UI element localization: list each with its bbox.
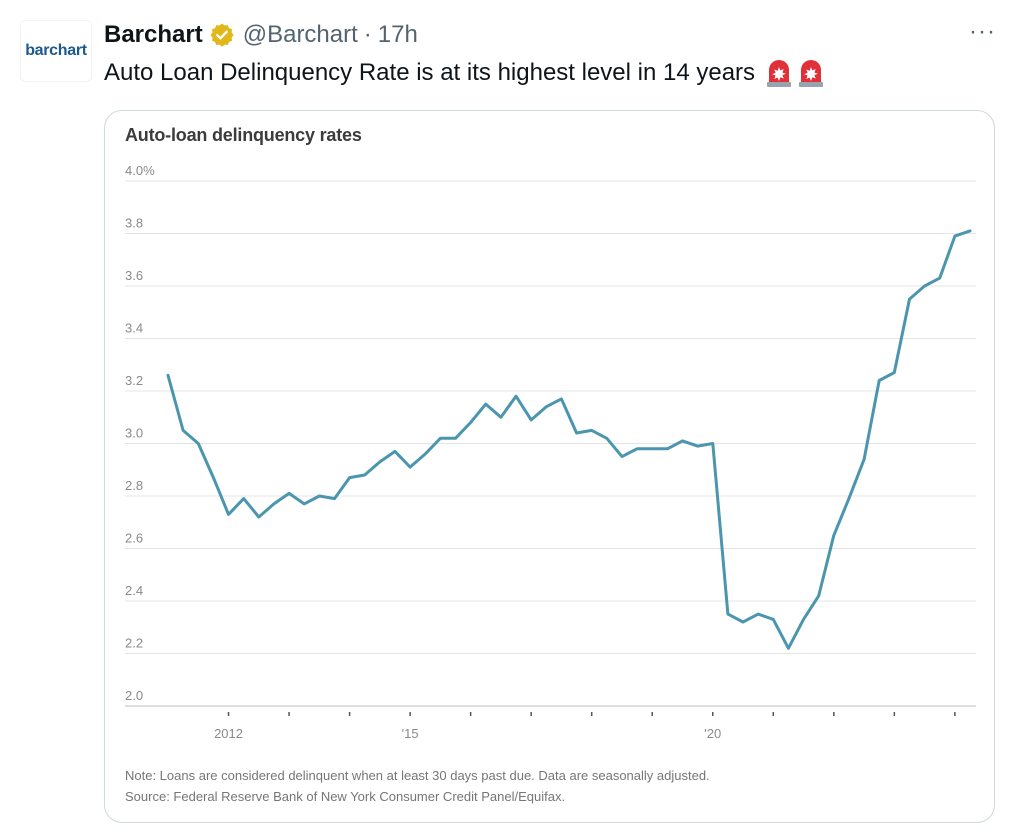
avatar[interactable]: barchart [20, 20, 92, 82]
tweet-header: Barchart @Barchart · 17h [104, 18, 418, 52]
x-tick-label: 2012 [214, 726, 243, 741]
y-tick-label: 4.0% [125, 163, 155, 178]
y-tick-label: 3.0 [125, 426, 143, 441]
y-tick-label: 3.4 [125, 321, 143, 336]
chart-footnote: Note: Loans are considered delinquent wh… [125, 765, 710, 807]
chart-title: Auto-loan delinquency rates [125, 125, 362, 145]
tweet-text-content: Auto Loan Delinquency Rate is at its hig… [104, 59, 756, 86]
chart-note: Note: Loans are considered delinquent wh… [125, 768, 710, 783]
separator-dot: · [363, 21, 372, 48]
y-tick-label: 2.8 [125, 478, 143, 493]
y-tick-label: 3.2 [125, 373, 143, 388]
y-tick-label: 2.2 [125, 636, 143, 651]
chart-source: Source: Federal Reserve Bank of New York… [125, 789, 566, 804]
y-tick-label: 2.0 [125, 688, 143, 703]
timestamp[interactable]: 17h [377, 21, 418, 48]
x-tick-label: '15 [402, 726, 419, 741]
y-tick-label: 3.6 [125, 268, 143, 283]
police-car-light-icon [797, 58, 825, 88]
user-handle[interactable]: @Barchart [242, 21, 358, 48]
line-chart: 4.0% 3.8 3.6 3.4 3.2 3.0 2.8 2.6 2.4 2.2 2.0 2012 '… [125, 163, 976, 741]
police-car-light-icon [765, 58, 793, 88]
verified-badge-icon [209, 22, 235, 48]
series-line [166, 229, 972, 650]
x-tick-label: '20 [704, 726, 721, 741]
media-card[interactable]: Auto-loan delinquency rates 4.0% 3.8 3.6 3.… [104, 110, 995, 823]
tweet-text: Auto Loan Delinquency Rate is at its hig… [104, 56, 825, 90]
more-options-icon[interactable]: ··· [969, 18, 996, 45]
avatar-logo-text: barchart [25, 42, 87, 59]
y-tick-label: 2.6 [125, 531, 143, 546]
y-tick-label: 3.8 [125, 216, 143, 231]
display-name[interactable]: Barchart [104, 21, 203, 48]
y-tick-label: 2.4 [125, 583, 143, 598]
